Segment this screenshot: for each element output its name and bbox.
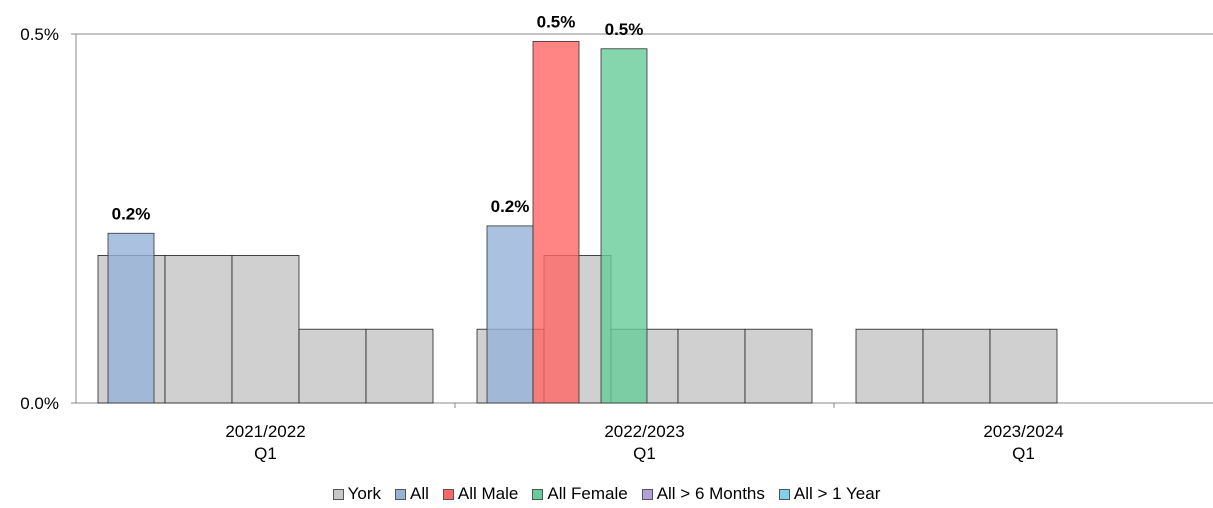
y-tick-label: 0.5% (20, 25, 59, 44)
legend-label: All Male (457, 484, 519, 503)
legend-item: York (332, 484, 381, 504)
data-label: 0.5% (537, 12, 576, 31)
data-label: 0.2% (112, 204, 151, 223)
legend-label: All > 6 Months (656, 484, 765, 503)
legend-swatch (332, 488, 344, 500)
bar-all-male (532, 40, 580, 404)
x-tick-label: 2022/2023 (604, 422, 684, 441)
legend-swatch (532, 488, 544, 500)
x-tick-label: Q1 (633, 444, 656, 463)
legend-item: All > 6 Months (641, 484, 765, 504)
x-tick-label: 2023/2024 (983, 422, 1063, 441)
legend-item: All Male (442, 484, 519, 504)
york-bar (231, 254, 300, 404)
bar-all-female (600, 48, 648, 404)
legend-label: All > 1 Year (793, 484, 881, 503)
data-label: 0.5% (605, 20, 644, 39)
x-tick-label: 2021/2022 (225, 422, 305, 441)
legend-item: All (395, 484, 429, 504)
x-tick-label: Q1 (254, 444, 277, 463)
legend-item: All Female (532, 484, 628, 504)
legend: York All All Male All Female All > 6 Months A… (0, 484, 1213, 504)
legend-item: All > 1 Year (778, 484, 881, 504)
york-bar (855, 328, 924, 404)
legend-label: All (410, 484, 429, 503)
york-bar (365, 328, 434, 404)
value-labels: 0.2% 0.2% 0.5% 0.5% (112, 12, 644, 223)
bar-all (486, 225, 534, 404)
legend-label: York (347, 484, 381, 503)
legend-swatch (395, 488, 406, 500)
legend-swatch (778, 488, 790, 500)
x-tick-label: Q1 (1012, 444, 1035, 463)
series-bars (107, 40, 648, 404)
york-bar (164, 254, 233, 404)
york-bar (298, 328, 367, 404)
data-label: 0.2% (491, 197, 530, 216)
bar-all (107, 232, 155, 404)
legend-label: All Female (547, 484, 628, 503)
legend-swatch (442, 488, 454, 500)
york-bar (744, 328, 813, 404)
legend-swatch (641, 488, 653, 500)
axis-ticks: 0.0% 0.5% 2021/2022 Q1 2022/2023 Q1 2023/2024 Q… (20, 25, 1063, 463)
y-tick-label: 0.0% (20, 394, 59, 413)
york-bar (989, 328, 1058, 404)
york-bar (922, 328, 991, 404)
york-bar (677, 328, 746, 404)
